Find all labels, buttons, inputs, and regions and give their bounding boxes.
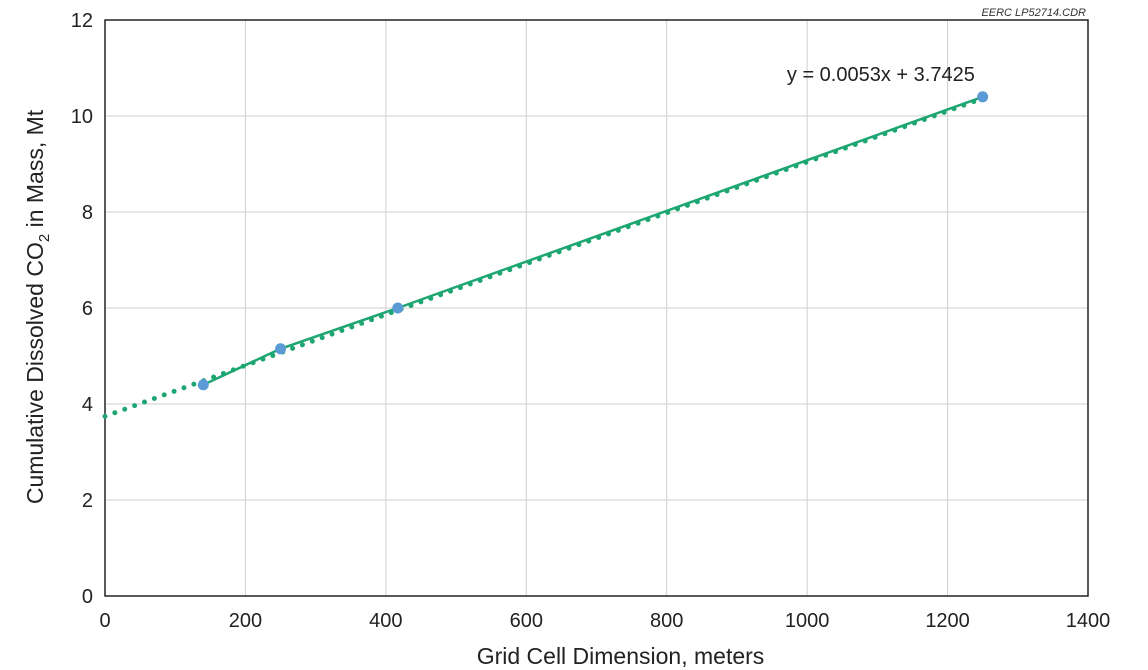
source-label: EERC LP52714.CDR [981, 7, 1086, 19]
x-tick-label: 0 [99, 610, 110, 632]
axis-ticks: 0 200 400 600 800 1000 1200 1400 0 2 4 6 8 10 12 [71, 10, 1111, 632]
y-tick-label: 0 [82, 586, 93, 608]
data-point [275, 343, 287, 355]
y-tick-label: 8 [82, 202, 93, 224]
x-tick-label: 200 [229, 610, 262, 632]
y-axis-title: Cumulative Dissolved CO2 in Mass, Mt [22, 109, 53, 504]
x-axis-title: Grid Cell Dimension, meters [477, 643, 765, 669]
x-tick-label: 1000 [785, 610, 830, 632]
y-axis-title-suffix: in Mass, Mt [22, 109, 48, 234]
series [197, 91, 989, 391]
y-tick-label: 4 [82, 394, 93, 416]
series-line [202, 95, 984, 386]
x-tick-label: 600 [510, 610, 543, 632]
x-tick-label: 1400 [1066, 610, 1111, 632]
y-tick-label: 6 [82, 298, 93, 320]
data-point [392, 302, 404, 314]
y-tick-label: 10 [71, 106, 93, 128]
trendline-equation: y = 0.0053x + 3.7425 [787, 64, 975, 86]
grid [104, 19, 1089, 597]
plot-frame [104, 19, 1089, 597]
y-tick-label: 2 [82, 490, 93, 512]
y-axis-title-subscript: 2 [36, 234, 53, 242]
x-tick-label: 800 [650, 610, 683, 632]
x-tick-label: 1200 [925, 610, 970, 632]
y-tick-label: 12 [71, 10, 93, 32]
x-tick-label: 400 [369, 610, 402, 632]
data-point [977, 91, 989, 103]
data-point [197, 379, 209, 391]
y-axis-title-prefix: Cumulative Dissolved CO [22, 242, 48, 504]
